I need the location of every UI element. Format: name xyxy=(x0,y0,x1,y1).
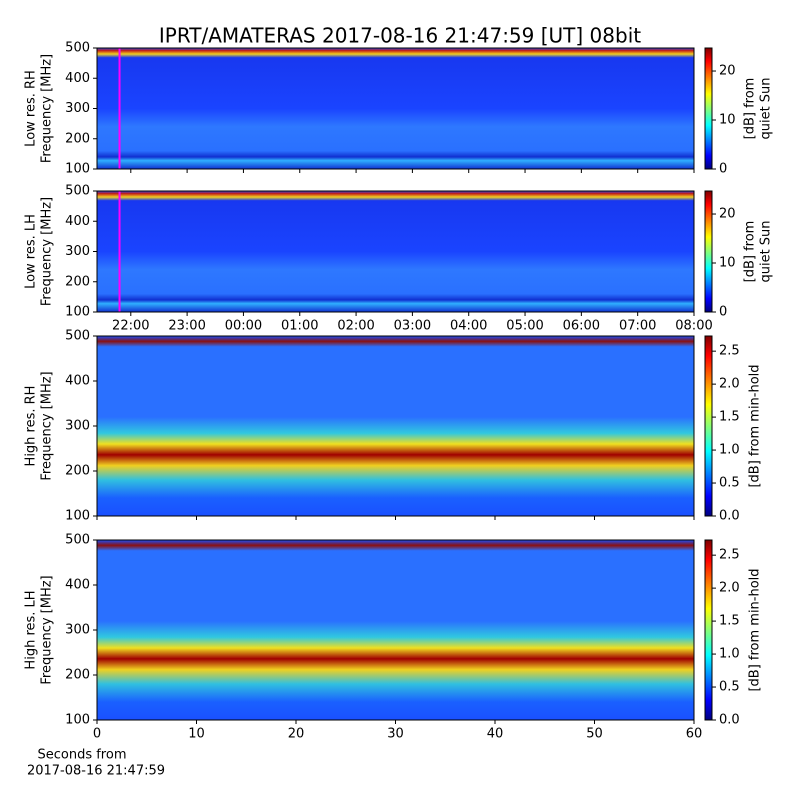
y-axis-label: Frequency [MHz] xyxy=(40,371,55,480)
colorbar-tick-label: 20 xyxy=(719,64,736,79)
colorbar xyxy=(704,335,713,517)
colorbar-tick-label: 2.5 xyxy=(719,548,740,563)
spectrogram-image xyxy=(97,540,694,720)
spectrogram-image xyxy=(97,48,694,169)
y-axis-label: Frequency [MHz] xyxy=(40,575,55,684)
y-axis-label: Frequency [MHz] xyxy=(40,54,55,163)
y-tick-label: 400 xyxy=(65,214,90,229)
colorbar-tick-label: 2.0 xyxy=(719,581,740,596)
x-tick-label: 07:00 xyxy=(619,319,656,334)
y-tick-label: 500 xyxy=(65,184,90,199)
y-tick-label: 400 xyxy=(65,71,90,86)
spectrogram-image xyxy=(97,191,694,312)
y-tick-label: 300 xyxy=(65,419,90,434)
x-tick-label: 10 xyxy=(188,727,205,742)
y-tick-label: 500 xyxy=(65,41,90,56)
y-tick-label: 100 xyxy=(65,305,90,320)
x-axis-label: Seconds from xyxy=(37,748,126,763)
y-tick-label: 200 xyxy=(65,131,90,146)
x-tick-label: 40 xyxy=(487,727,504,742)
colorbar-tick-label: 0.0 xyxy=(719,509,740,524)
x-tick-label: 0 xyxy=(93,727,101,742)
y-axis-label: Frequency [MHz] xyxy=(40,197,55,306)
colorbar-label: quiet Sun xyxy=(759,220,774,282)
colorbar-tick-label: 10 xyxy=(719,256,736,271)
x-tick-label: 06:00 xyxy=(563,319,600,334)
y-axis-label: High res. LH xyxy=(24,590,39,669)
y-tick-label: 500 xyxy=(65,329,90,344)
colorbar-tick-label: 1.5 xyxy=(719,410,740,425)
colorbar-label: [dB] from min-hold xyxy=(748,364,763,487)
y-axis-label: Low res. LH xyxy=(24,214,39,289)
colorbar-tick-label: 0 xyxy=(719,162,727,177)
colorbar-tick-label: 2.0 xyxy=(719,377,740,392)
x-tick-label: 22:00 xyxy=(112,319,149,334)
x-tick-label: 60 xyxy=(686,727,703,742)
x-tick-label: 03:00 xyxy=(394,319,431,334)
x-tick-label: 04:00 xyxy=(450,319,487,334)
y-tick-label: 400 xyxy=(65,578,90,593)
y-tick-label: 100 xyxy=(65,713,90,728)
colorbar-tick-label: 1.0 xyxy=(719,647,740,662)
y-tick-label: 300 xyxy=(65,244,90,259)
y-tick-label: 200 xyxy=(65,274,90,289)
x-tick-label: 01:00 xyxy=(281,319,318,334)
y-tick-label: 300 xyxy=(65,623,90,638)
colorbar-label: [dB] from xyxy=(743,221,758,283)
colorbar xyxy=(704,47,713,170)
x-tick-label: 05:00 xyxy=(506,319,543,334)
y-tick-label: 500 xyxy=(65,533,90,548)
spectrogram-image xyxy=(97,336,694,516)
y-tick-label: 100 xyxy=(65,509,90,524)
colorbar xyxy=(704,539,713,721)
colorbar-tick-label: 0 xyxy=(719,305,727,320)
colorbar-tick-label: 1.5 xyxy=(719,614,740,629)
x-tick-label: 08:00 xyxy=(675,319,712,334)
x-tick-label: 20 xyxy=(288,727,305,742)
y-axis-label: Low res. RH xyxy=(24,70,39,147)
colorbar-tick-label: 2.5 xyxy=(719,344,740,359)
colorbar-tick-label: 0.0 xyxy=(719,713,740,728)
x-tick-label: 50 xyxy=(586,727,603,742)
y-tick-label: 100 xyxy=(65,162,90,177)
colorbar-label: [dB] from min-hold xyxy=(748,568,763,691)
x-axis-label: 2017-08-16 21:47:59 xyxy=(27,764,165,779)
colorbar-tick-label: 10 xyxy=(719,113,736,128)
y-axis-label: High res. RH xyxy=(24,386,39,467)
y-tick-label: 200 xyxy=(65,464,90,479)
y-tick-label: 200 xyxy=(65,668,90,683)
title: IPRT/AMATERAS 2017-08-16 21:47:59 [UT] 0… xyxy=(159,24,641,48)
colorbar-label: quiet Sun xyxy=(759,77,774,139)
x-tick-label: 30 xyxy=(387,727,404,742)
colorbar-tick-label: 20 xyxy=(719,207,736,222)
x-tick-label: 02:00 xyxy=(337,319,374,334)
colorbar-tick-label: 1.0 xyxy=(719,443,740,458)
x-tick-label: 23:00 xyxy=(168,319,205,334)
colorbar-tick-label: 0.5 xyxy=(719,680,740,695)
colorbar-tick-label: 0.5 xyxy=(719,476,740,491)
colorbar-label: [dB] from xyxy=(743,78,758,140)
y-tick-label: 400 xyxy=(65,374,90,389)
colorbar xyxy=(704,190,713,313)
x-tick-label: 00:00 xyxy=(225,319,262,334)
y-tick-label: 300 xyxy=(65,101,90,116)
